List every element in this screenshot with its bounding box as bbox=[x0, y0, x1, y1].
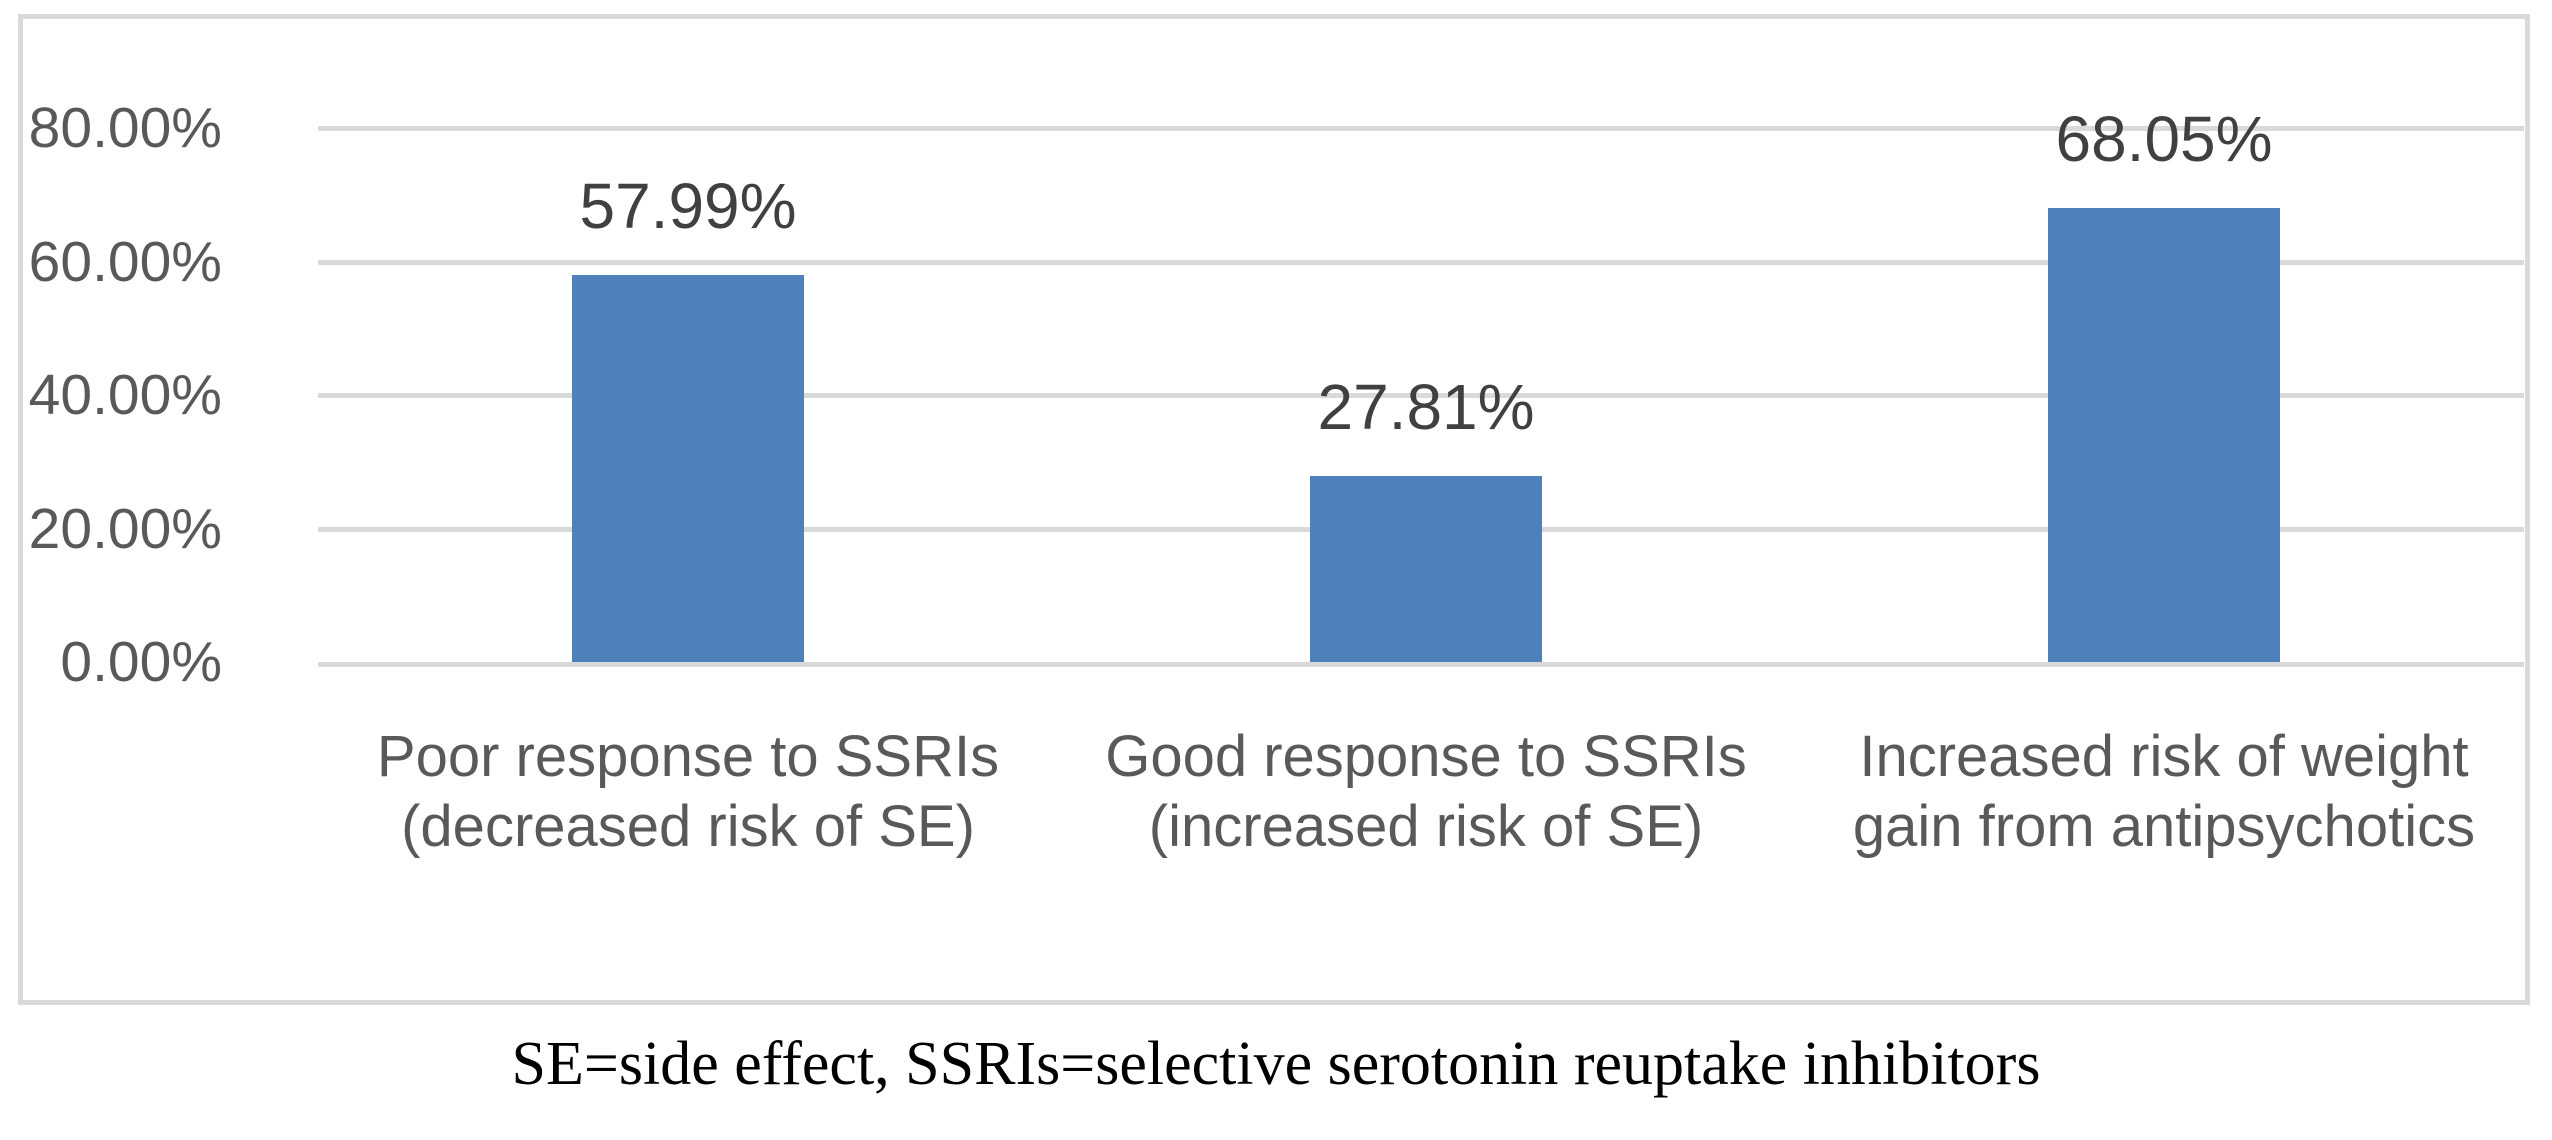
x-axis-category-label: Increased risk of weight gain from antips… bbox=[1792, 722, 2536, 862]
x-axis-category-label: Poor response to SSRIs (decreased risk of… bbox=[316, 722, 1060, 862]
bar-value-label: 57.99% bbox=[579, 170, 797, 242]
x-axis-category-label-line: (decreased risk of SE) bbox=[401, 794, 975, 859]
bar-value-label: 68.05% bbox=[2055, 103, 2273, 175]
y-axis-tick-label: 20.00% bbox=[28, 497, 222, 561]
figure-caption: SE=side effect, SSRIs=selective serotoni… bbox=[511, 1030, 2041, 1098]
bar-value-label: 27.81% bbox=[1317, 371, 1535, 443]
y-axis-tick-label: 60.00% bbox=[28, 230, 222, 294]
y-gridline bbox=[318, 662, 2524, 667]
y-gridline bbox=[318, 393, 2524, 398]
x-axis-category-label: Good response to SSRIs (increased risk of… bbox=[1054, 722, 1798, 862]
y-gridline bbox=[318, 260, 2524, 265]
y-axis-tick-label: 80.00% bbox=[28, 96, 222, 160]
y-axis-tick-label: 40.00% bbox=[28, 363, 222, 427]
y-axis-tick-label: 0.00% bbox=[60, 630, 222, 694]
x-axis-category-label-line: Increased risk of weight bbox=[1859, 724, 2469, 789]
x-axis-category-label-line: Poor response to SSRIs bbox=[376, 724, 1000, 789]
x-axis-category-label-line: (increased risk of SE) bbox=[1148, 794, 1704, 859]
bar bbox=[1310, 476, 1542, 662]
x-axis-category-label-line: Good response to SSRIs bbox=[1105, 724, 1747, 789]
x-axis-category-label-line: gain from antipsychotics bbox=[1852, 794, 2476, 859]
bar bbox=[2048, 208, 2280, 662]
bar bbox=[572, 275, 804, 662]
y-gridline bbox=[318, 126, 2524, 131]
